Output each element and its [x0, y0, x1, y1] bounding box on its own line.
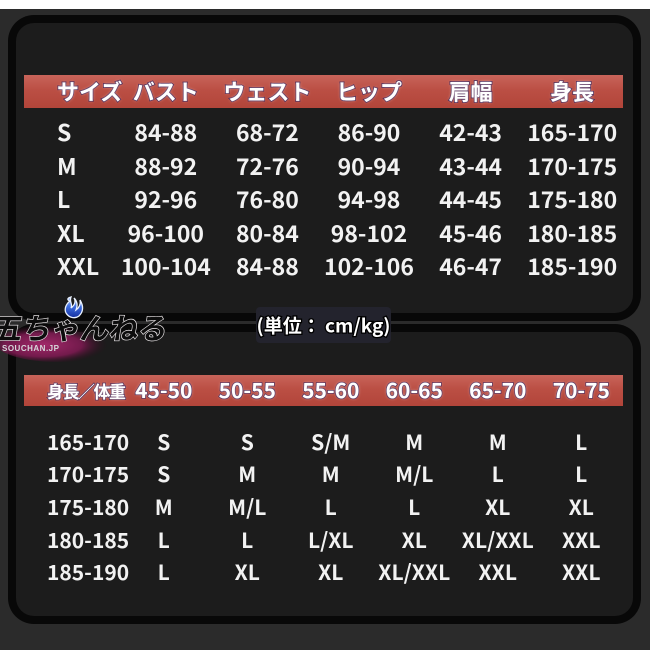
- svg-text:五ちゃんねる: 五ちゃんねる: [0, 306, 172, 348]
- svg-text:SOUCHAN.JP: SOUCHAN.JP: [2, 344, 60, 353]
